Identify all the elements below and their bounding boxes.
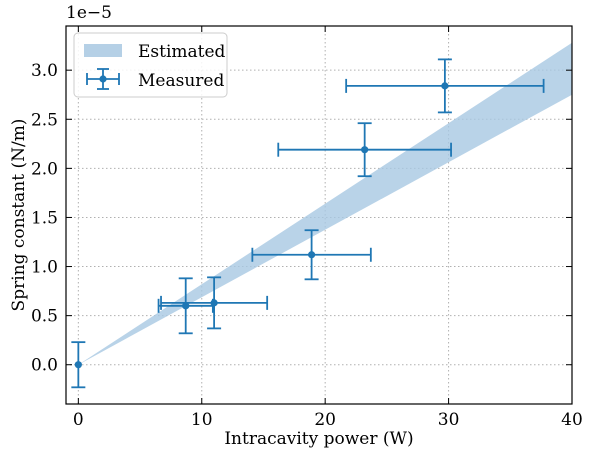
x-tick-label: 40: [561, 410, 583, 430]
measured-points-layer: [71, 58, 545, 389]
y-tick-label: 0.0: [31, 356, 58, 376]
y-tick-label: 3.0: [31, 61, 58, 81]
legend: Estimated Measured: [73, 32, 228, 98]
data-marker: [361, 146, 369, 154]
measured-point: [251, 229, 372, 281]
measured-point: [277, 122, 452, 178]
data-marker: [307, 251, 316, 259]
data-marker: [441, 82, 449, 90]
y-tick-label: 2.0: [31, 159, 58, 179]
measured-point: [71, 341, 86, 389]
measured-point: [345, 58, 545, 114]
estimated-band-layer: [78, 42, 572, 365]
x-tick-label: 30: [438, 410, 460, 430]
legend-measured-label: Measured: [138, 71, 224, 91]
plot-frame: [65, 25, 573, 405]
data-marker: [74, 361, 82, 369]
y-tick-label: 2.5: [31, 110, 58, 130]
x-tick-label: 0: [73, 410, 84, 430]
x-axis-label: Intracavity power (W): [224, 429, 413, 449]
estimated-band: [78, 42, 572, 365]
measured-point: [160, 276, 269, 330]
x-tick-label: 10: [191, 410, 213, 430]
ticks: 0 10 20 30 40 0.0 0.5 1.0 1.5 2.0 2.5 3.0: [31, 26, 583, 430]
y-tick-label: 1.0: [31, 258, 58, 278]
y-tick-label: 1.5: [31, 208, 58, 228]
legend-measured-swatch: [86, 68, 120, 90]
y-axis-multiplier: 1e−5: [66, 3, 112, 23]
data-marker: [210, 299, 218, 307]
data-marker: [182, 302, 190, 310]
x-tick-label: 20: [314, 410, 336, 430]
legend-estimated-label: Estimated: [138, 42, 226, 62]
y-axis-label: Spring constant (N/m): [9, 119, 29, 312]
legend-marker: [99, 75, 107, 83]
legend-estimated-swatch: [84, 44, 122, 57]
y-tick-label: 0.5: [31, 307, 58, 327]
